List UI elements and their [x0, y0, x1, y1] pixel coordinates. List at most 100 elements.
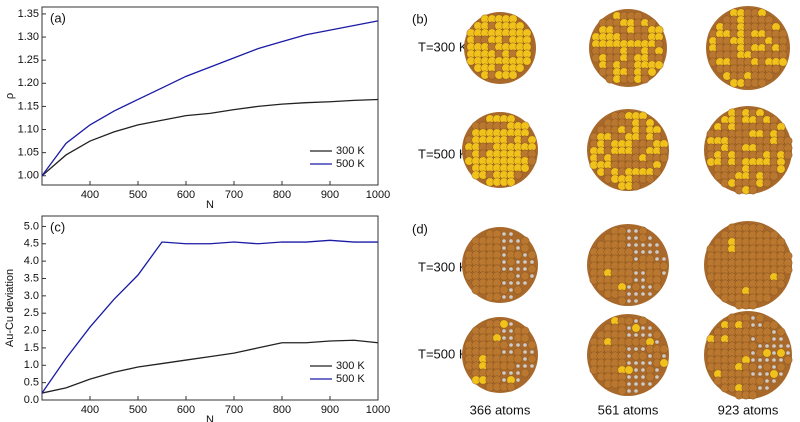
x-tick-label: 600: [177, 404, 195, 416]
x-tick-label: 700: [225, 189, 243, 201]
data-line: [41, 20, 379, 177]
atom: [659, 261, 669, 271]
atom: [771, 64, 781, 74]
x-axis-label: N: [206, 414, 214, 422]
atom: [638, 233, 648, 243]
atom: [527, 156, 537, 166]
x-tick-label: 600: [177, 189, 195, 201]
x-tick-label: 500: [129, 189, 147, 201]
atom: [502, 371, 506, 375]
atom: [520, 243, 530, 253]
atom: [506, 361, 516, 371]
atom: [776, 348, 786, 358]
atom: [751, 337, 755, 341]
x-tick-label: 800: [273, 404, 291, 416]
column-label: 923 atoms: [718, 402, 779, 417]
atom: [516, 260, 520, 264]
atom: [627, 299, 631, 303]
atom: [648, 292, 652, 296]
atom: [523, 260, 527, 264]
atom: [627, 292, 631, 296]
atom: [655, 243, 659, 247]
y-tick-label: 1.5: [24, 342, 39, 354]
atom: [762, 293, 772, 303]
y-tick-label: 1.20: [18, 77, 39, 89]
y-axis-label: Au-Cu deviation: [4, 269, 16, 347]
atom: [641, 368, 645, 372]
atom: [769, 171, 779, 181]
atom: [523, 350, 527, 354]
atom: [509, 329, 513, 333]
atom: [502, 378, 506, 382]
atom: [776, 327, 786, 337]
atom: [631, 282, 641, 292]
atom: [520, 368, 530, 378]
atom: [648, 333, 652, 337]
atom: [509, 371, 513, 375]
atom: [762, 334, 772, 344]
panel-label: (a): [50, 10, 66, 25]
y-tick-label: 2.5: [24, 307, 39, 319]
atom: [627, 236, 631, 240]
atom: [748, 300, 758, 310]
atom: [648, 250, 652, 254]
particle-image: [704, 311, 793, 400]
column-label: 561 atoms: [598, 402, 659, 417]
atom: [762, 362, 772, 372]
atom: [662, 271, 666, 275]
atom: [645, 372, 655, 382]
atom: [755, 376, 765, 386]
atom: [631, 181, 641, 191]
x-tick-label: 700: [225, 404, 243, 416]
atom: [509, 343, 513, 347]
atom: [659, 153, 669, 163]
atom: [765, 372, 769, 376]
atom: [499, 285, 509, 295]
atom: [516, 267, 520, 271]
legend-label: 500 K: [336, 373, 365, 385]
x-axis-label: N: [206, 199, 214, 211]
x-tick-label: 800: [273, 189, 291, 201]
atom: [516, 274, 520, 278]
legend-label: 300 K: [336, 145, 365, 157]
atom: [506, 177, 516, 187]
atom: [772, 330, 776, 334]
atom: [751, 372, 755, 376]
atom: [758, 323, 762, 327]
y-tick-label: 0.5: [24, 377, 39, 389]
atom: [772, 337, 776, 341]
atom: [513, 285, 523, 295]
atom: [627, 285, 631, 289]
atom: [509, 295, 513, 299]
particle-image: [704, 106, 793, 195]
atom: [509, 281, 513, 285]
atom: [523, 253, 527, 257]
atom: [502, 329, 506, 333]
atom: [502, 336, 506, 340]
x-tick-label: 1000: [366, 404, 390, 416]
y-tick-label: 3.5: [24, 272, 39, 284]
atom: [627, 375, 631, 379]
atom: [758, 386, 762, 390]
atom: [776, 164, 786, 174]
particle-image: [587, 314, 669, 396]
atom: [765, 358, 769, 362]
atom: [655, 250, 659, 254]
y-tick-label: 3.0: [24, 290, 39, 302]
atom: [634, 278, 638, 282]
atom: [652, 330, 662, 340]
plot-frame: [41, 215, 379, 401]
atom: [779, 344, 783, 348]
atom: [652, 282, 662, 292]
atom: [627, 326, 631, 330]
atom: [634, 271, 638, 275]
atom: [641, 250, 645, 254]
atom: [513, 250, 523, 260]
particle-image: [462, 112, 538, 188]
atom: [641, 347, 645, 351]
atom: [509, 322, 513, 326]
atom: [516, 378, 520, 382]
atom: [772, 344, 776, 348]
atom: [748, 390, 758, 400]
atom: [659, 358, 669, 368]
